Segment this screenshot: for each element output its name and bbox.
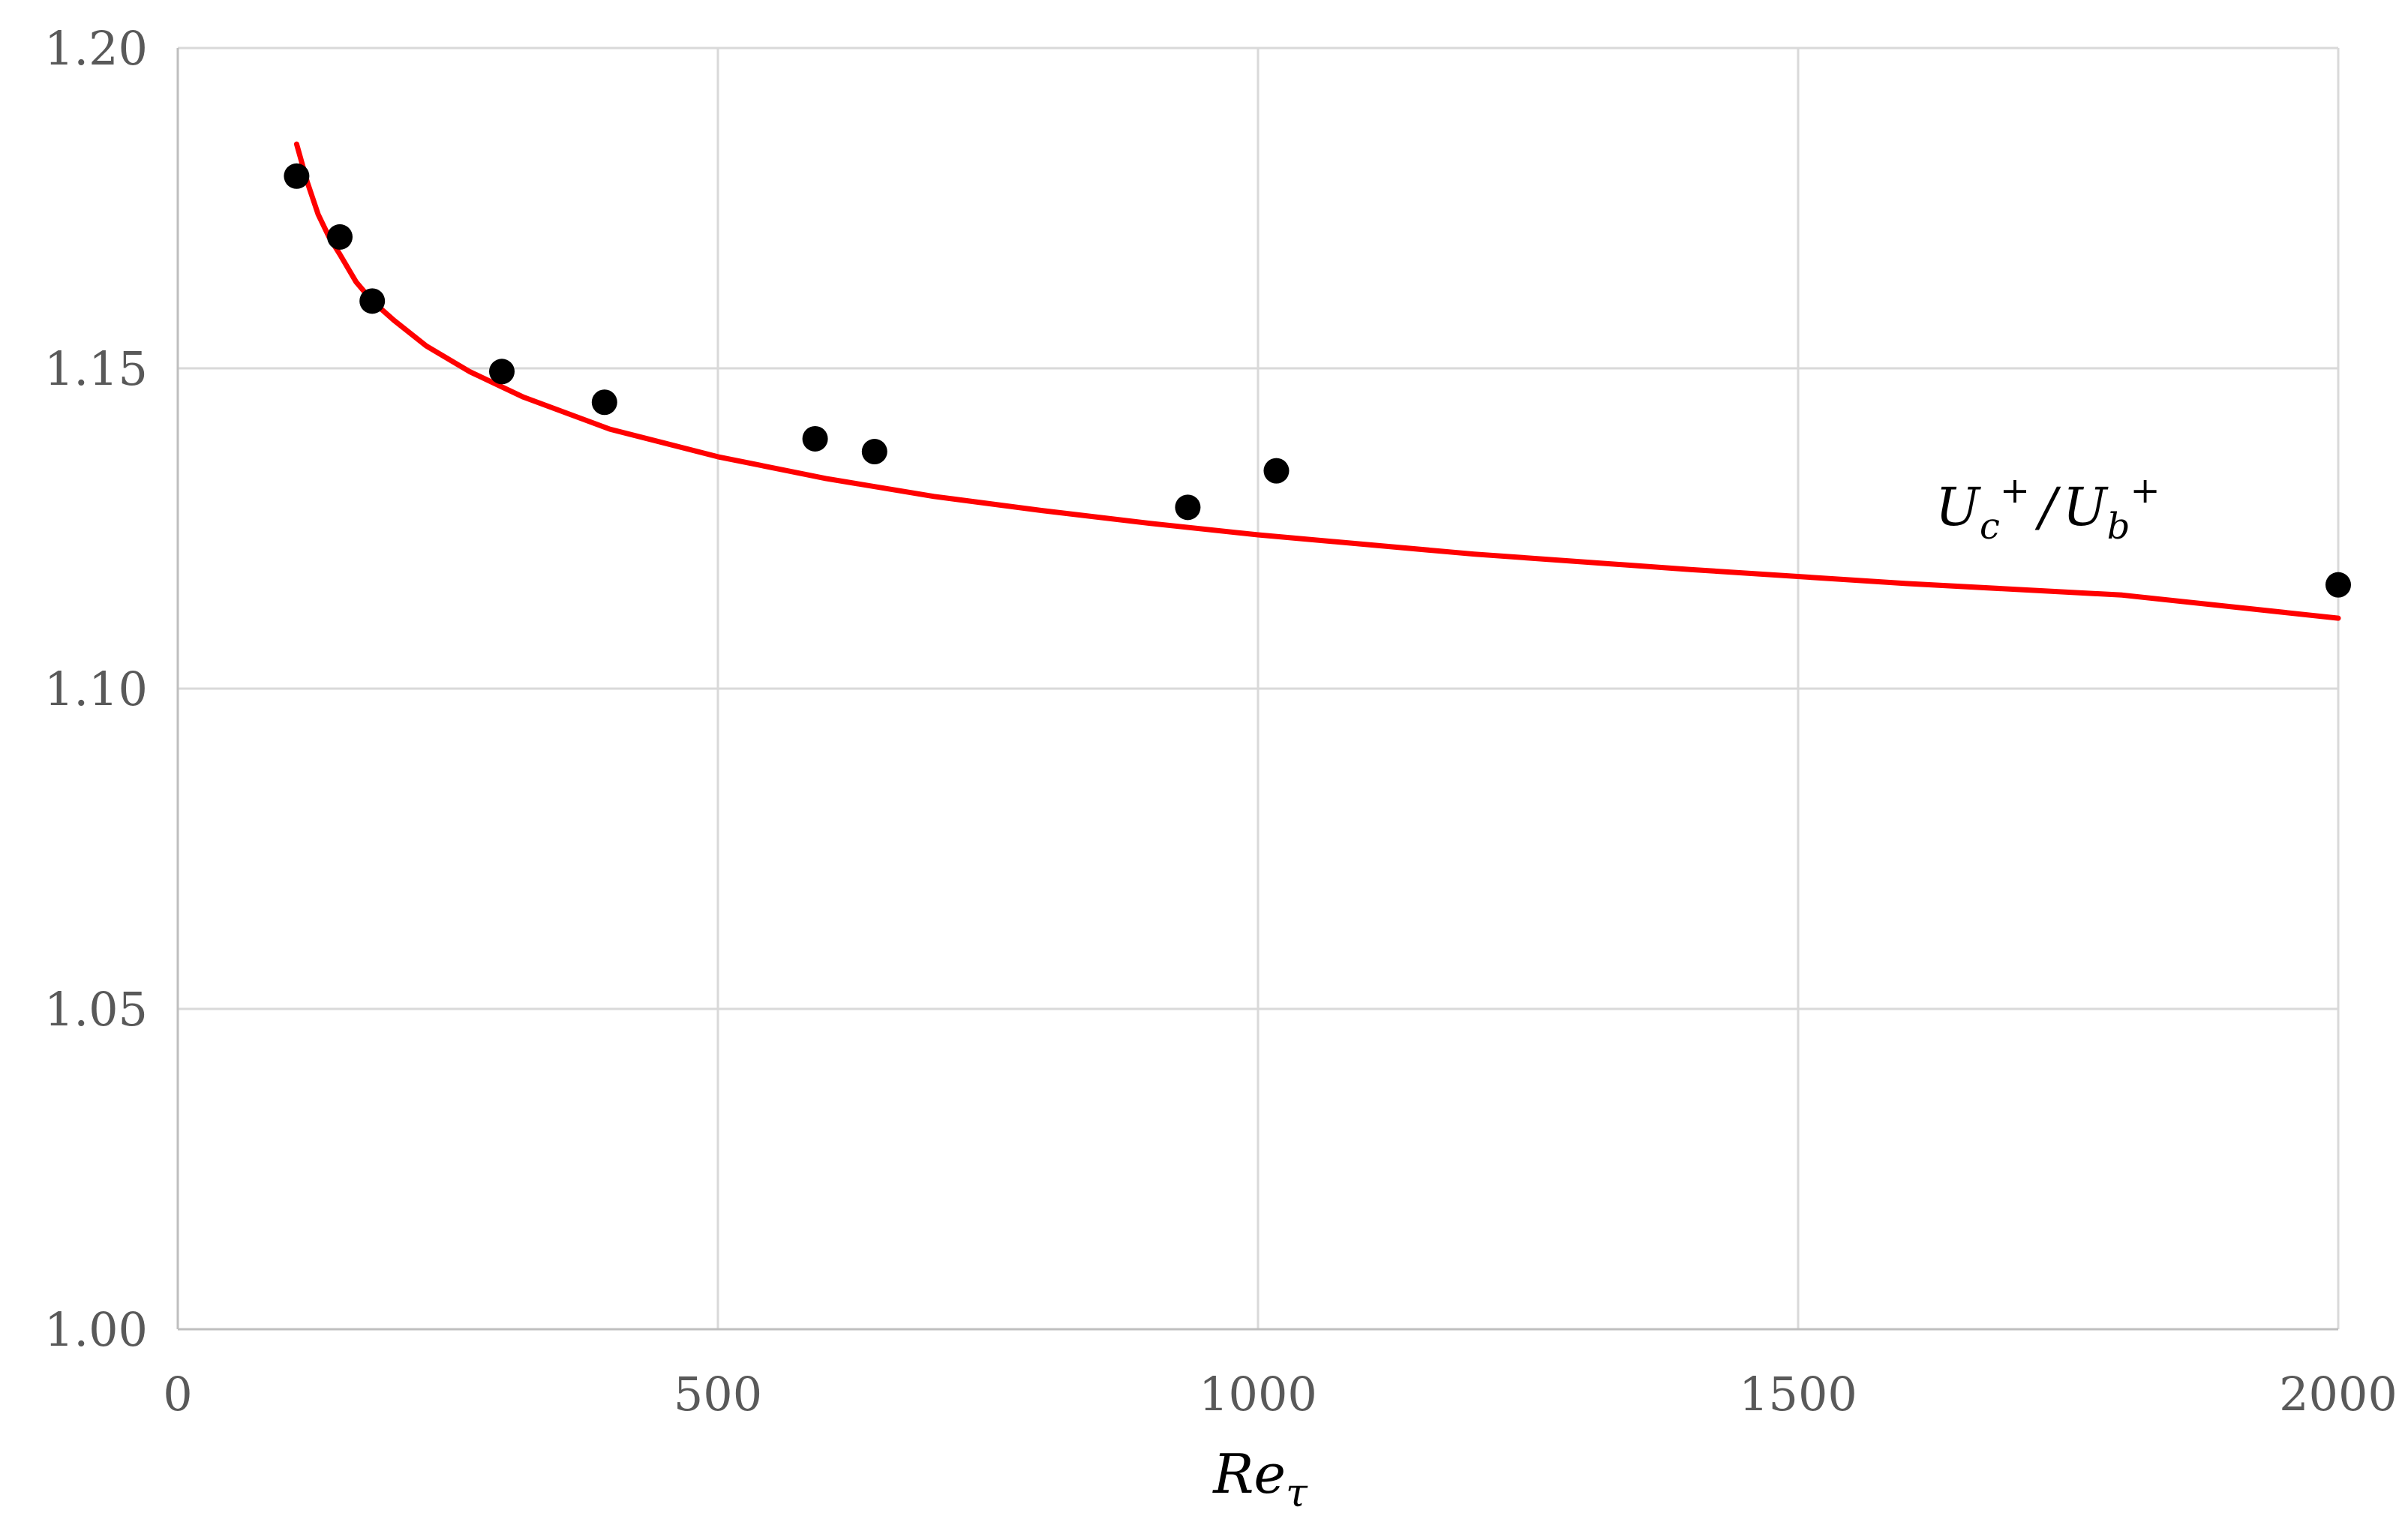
x-tick-label: 500 xyxy=(674,1367,762,1421)
data-point xyxy=(327,224,353,250)
data-point xyxy=(1263,458,1290,484)
x-tick-label: 1500 xyxy=(1739,1367,1857,1421)
data-points-layer xyxy=(284,163,2351,598)
y-tick-label: 1.20 xyxy=(44,21,148,76)
x-tick-label: 2000 xyxy=(2279,1367,2397,1421)
tick-labels: 1.00 1.05 1.10 1.15 1.20 0 500 1000 1500 2000 xyxy=(44,21,2397,1421)
x-tick-label: 0 xyxy=(163,1367,192,1421)
data-point xyxy=(861,439,887,465)
data-point xyxy=(489,359,515,385)
data-point xyxy=(591,389,617,416)
x-axis-label: Reτ xyxy=(1212,1442,1308,1516)
data-point xyxy=(802,425,828,452)
data-point xyxy=(359,288,386,314)
data-point xyxy=(1175,494,1201,521)
curve-annotation: Uc+ / Ub+ xyxy=(1935,470,2160,548)
y-tick-label: 1.10 xyxy=(44,662,148,716)
axes xyxy=(176,48,2338,1331)
data-point xyxy=(2325,572,2351,598)
fit-curve-layer xyxy=(293,141,2341,621)
y-tick-label: 1.00 xyxy=(44,1302,148,1357)
y-tick-label: 1.05 xyxy=(44,982,148,1037)
fit-curve xyxy=(293,141,2341,621)
y-tick-label: 1.15 xyxy=(44,341,148,396)
grid-lines xyxy=(178,47,2340,1329)
x-tick-label: 1000 xyxy=(1199,1367,1317,1421)
data-point xyxy=(284,163,310,189)
